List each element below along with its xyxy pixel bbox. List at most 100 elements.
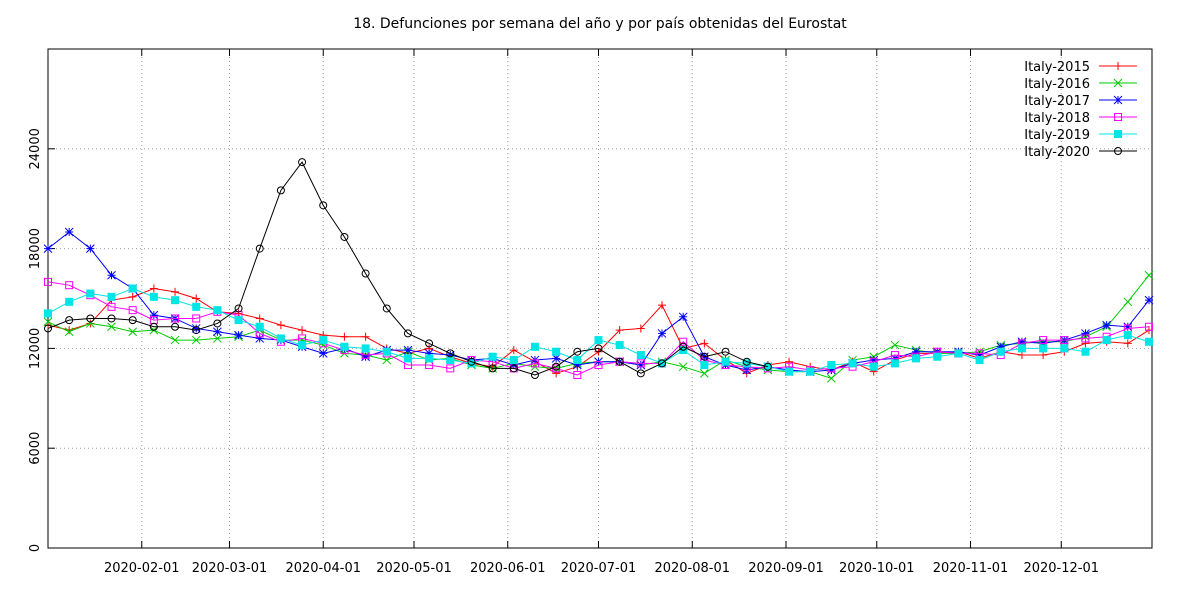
data-point xyxy=(255,244,264,253)
legend-entry: Italy-2017 xyxy=(1024,94,1137,109)
data-point xyxy=(1144,337,1153,346)
data-point xyxy=(213,334,222,343)
data-point xyxy=(573,371,582,380)
data-point xyxy=(382,347,391,356)
data-point xyxy=(128,327,138,337)
data-point xyxy=(869,355,879,365)
data-point xyxy=(298,158,307,167)
data-point xyxy=(1017,344,1026,353)
data-point xyxy=(319,336,328,345)
x-tick-label: 2020-08-01 xyxy=(654,561,730,576)
data-point xyxy=(700,339,709,348)
data-point xyxy=(594,361,603,370)
legend: Italy-2015 Italy-2016 Italy-2017 Italy-2018… xyxy=(1024,60,1137,160)
data-point xyxy=(149,310,159,320)
data-point xyxy=(403,329,412,338)
data-point xyxy=(509,356,518,365)
data-point xyxy=(403,354,412,363)
data-point xyxy=(425,339,434,348)
x-tick-label: 2020-12-01 xyxy=(1023,561,1099,576)
chart-title: 18. Defunciones por semana del año y por… xyxy=(353,16,847,32)
data-point xyxy=(848,359,857,368)
data-point xyxy=(446,349,455,358)
data-point xyxy=(171,322,180,331)
data-point xyxy=(276,321,285,330)
data-point xyxy=(340,342,349,351)
data-point xyxy=(128,306,137,315)
data-point xyxy=(319,201,328,210)
data-point xyxy=(827,361,836,370)
data-point xyxy=(44,309,52,318)
data-point xyxy=(361,269,370,278)
data-point xyxy=(933,352,942,361)
data-point xyxy=(107,322,116,332)
data-point xyxy=(869,362,878,371)
data-point xyxy=(234,304,243,313)
y-tick-label: 6000 xyxy=(28,432,43,465)
data-point xyxy=(446,356,455,365)
data-point xyxy=(1060,336,1069,345)
data-point xyxy=(1017,337,1027,347)
data-point xyxy=(1081,334,1090,343)
data-point xyxy=(615,357,624,366)
data-point xyxy=(445,350,455,360)
data-point xyxy=(1114,113,1122,121)
data-point xyxy=(1102,336,1111,345)
data-point xyxy=(636,360,646,370)
data-point xyxy=(1102,320,1111,330)
data-point xyxy=(361,332,370,341)
data-point xyxy=(382,304,391,313)
data-point xyxy=(911,347,921,357)
data-point xyxy=(657,329,667,338)
x-tick-label: 2020-05-01 xyxy=(376,561,452,576)
data-point xyxy=(171,287,180,296)
data-point xyxy=(425,354,434,363)
x-tick-label: 2020-03-01 xyxy=(192,561,268,576)
data-point xyxy=(403,345,413,355)
data-point xyxy=(44,277,52,286)
series-italy-2019 xyxy=(44,284,1153,376)
data-point xyxy=(530,359,539,368)
data-point xyxy=(806,367,815,376)
data-point xyxy=(255,334,265,343)
data-point xyxy=(192,326,201,335)
data-point xyxy=(234,316,243,325)
data-point xyxy=(975,350,984,360)
data-point xyxy=(1144,322,1153,331)
data-point xyxy=(552,347,561,356)
data-point xyxy=(636,351,645,360)
data-point xyxy=(658,301,667,310)
data-point xyxy=(700,361,709,370)
axes: 0 6000 12000 18000 24000 2020-02-01 2020-03-01… xyxy=(28,48,1153,576)
legend-entry: Italy-2016 xyxy=(1024,77,1137,92)
data-point xyxy=(86,289,95,298)
data-point xyxy=(1114,147,1122,155)
data-point xyxy=(509,364,518,373)
data-point xyxy=(700,352,709,361)
data-point xyxy=(551,354,561,363)
data-point xyxy=(446,364,455,373)
data-point xyxy=(43,244,53,253)
data-point xyxy=(171,314,180,323)
y-tick-label: 12000 xyxy=(28,328,43,369)
data-point xyxy=(1114,130,1122,138)
data-point xyxy=(996,342,1006,352)
series-italy-2020 xyxy=(44,158,772,380)
data-point xyxy=(192,302,201,311)
data-point xyxy=(594,336,603,345)
data-point xyxy=(170,335,180,345)
legend-entry: Italy-2019 xyxy=(1024,128,1137,143)
data-point xyxy=(1144,295,1154,305)
data-point xyxy=(234,330,243,340)
data-point xyxy=(276,334,285,343)
data-point xyxy=(699,368,709,378)
legend-label: Italy-2015 xyxy=(1024,60,1090,75)
data-point xyxy=(128,284,137,293)
data-point xyxy=(213,306,222,315)
data-point xyxy=(742,357,751,366)
data-point xyxy=(615,326,624,335)
legend-label: Italy-2018 xyxy=(1024,111,1090,126)
data-point xyxy=(890,340,900,350)
data-point xyxy=(488,352,497,361)
data-point xyxy=(149,292,158,301)
